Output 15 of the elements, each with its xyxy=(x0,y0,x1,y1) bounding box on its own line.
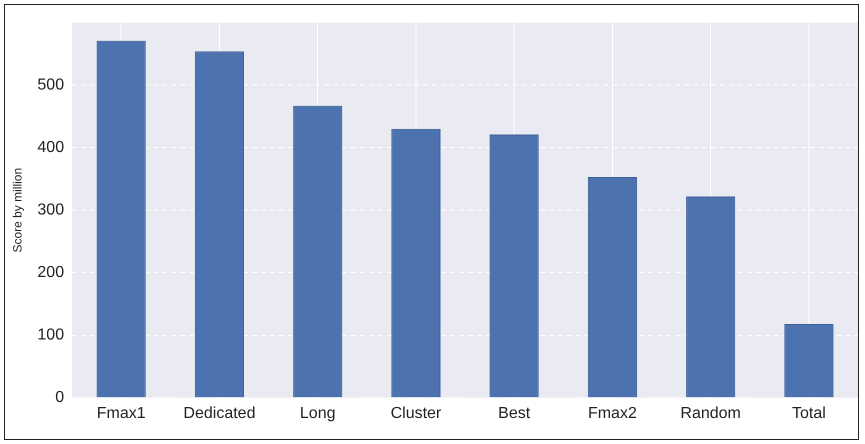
x-tick-label: Cluster xyxy=(390,404,442,422)
x-tick-label: Dedicated xyxy=(183,404,256,422)
x-tick-label: Fmax1 xyxy=(96,404,146,422)
y-axis-title: Score by million xyxy=(10,168,25,253)
y-tick-label: 400 xyxy=(37,139,64,156)
y-tick-label: 300 xyxy=(37,202,64,219)
x-tick-label: Long xyxy=(300,404,336,422)
y-tick-label: 200 xyxy=(37,264,64,282)
x-tick-label: Fmax2 xyxy=(588,404,637,422)
y-tick-label: 500 xyxy=(37,76,64,94)
x-tick-label: Random xyxy=(680,404,741,422)
x-tick-label: Best xyxy=(498,404,531,422)
y-tick-label: 0 xyxy=(55,389,64,406)
y-tick-label: 100 xyxy=(37,326,64,344)
x-tick-label: Total xyxy=(792,404,826,422)
